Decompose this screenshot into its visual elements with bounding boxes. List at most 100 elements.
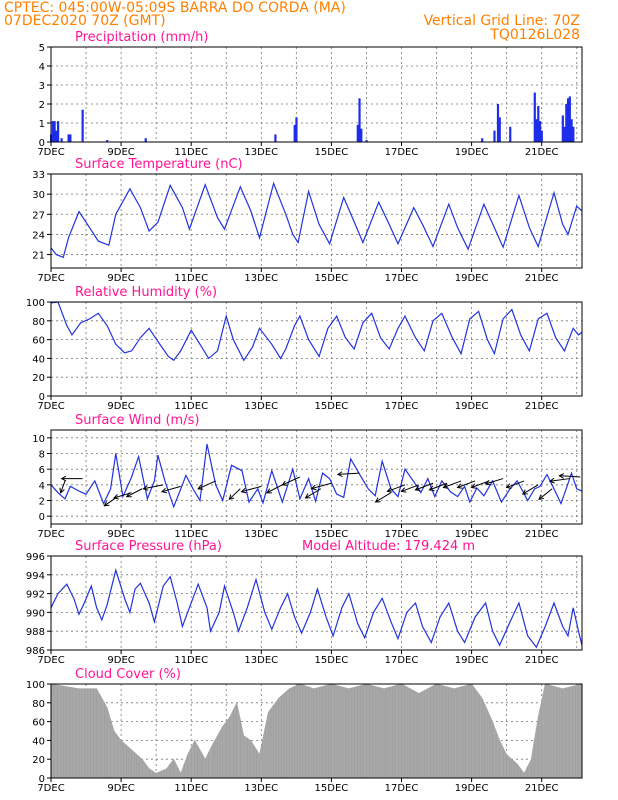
wind-xtick-label: 19DEC (455, 529, 489, 540)
wind-arrow (241, 485, 262, 493)
rh-frame (50, 301, 583, 397)
wind-arrow-head (60, 475, 67, 482)
rh-ytick-label: 80 (32, 317, 45, 328)
temp-ytick-label: 33 (32, 170, 45, 181)
cloud-xtick-label: 13DEC (244, 783, 278, 794)
wind-ytick-label: 4 (39, 481, 45, 492)
wind-arrow (375, 492, 392, 503)
precip-bar (568, 96, 571, 142)
cloud-xtick-label: 21DEC (525, 783, 559, 794)
cloud-ytick-label: 20 (32, 755, 45, 766)
precip-bar (481, 138, 484, 142)
rh-title: Relative Humidity (%) (75, 285, 217, 300)
precip-ytick-label: 5 (39, 43, 45, 54)
temp-panel: 21 24 27 30 33 7DEC 9DEC 11DEC 13DEC 15DEC 17DEC 19… (32, 157, 583, 284)
cloud-title: Cloud Cover (%) (75, 667, 181, 682)
precip-bar (69, 134, 72, 142)
precip-bar (509, 126, 512, 142)
precip-bar (533, 92, 536, 142)
wind-arrow (415, 482, 434, 491)
precip-ytick-label: 2 (39, 100, 45, 111)
wind-arrow-head (59, 487, 65, 494)
wind-arrow-head (304, 493, 311, 499)
pressure-ytick-label: 990 (26, 608, 45, 619)
wind-arrow-head (386, 487, 393, 493)
cloud-ytick-label: 80 (32, 699, 45, 710)
wind-arrow (387, 484, 406, 492)
wind-arrow-head (113, 494, 120, 500)
pressure-title: Surface Pressure (hPa) (75, 539, 222, 554)
temp-ytick-label: 30 (32, 190, 45, 201)
rh-xtick-label: 15DEC (315, 401, 349, 412)
rh-xtick-label: 7DEC (37, 401, 64, 412)
wind-arrow-head (456, 483, 463, 489)
cloud-panel: 0 20 40 60 80 100 7DEC 9DEC 11DEC 13DEC 15DEC 17DEC… (26, 667, 583, 794)
precip-bar (293, 124, 296, 142)
cloud-xtick-label: 11DEC (174, 783, 208, 794)
pressure-ytick-label: 986 (26, 646, 45, 657)
precip-bar (496, 104, 500, 142)
wind-arrow (522, 484, 539, 495)
precip-bar (493, 130, 496, 142)
wind-xtick-label: 7DEC (37, 529, 64, 540)
temp-frame (50, 173, 583, 269)
wind-arrow-head (142, 485, 149, 491)
cloud-ytick-label: 40 (32, 736, 45, 747)
wind-arrow-head (521, 489, 528, 495)
wind-xtick-label: 21DEC (525, 529, 559, 540)
precip-bar (538, 121, 542, 142)
wind-arrow (126, 488, 143, 498)
precip-bar (570, 119, 573, 142)
precip-panel: 0 1 2 3 4 5 7DEC 9DEC 11DEC 13DEC 15DEC 17DEC 19DEC 2… (37, 30, 583, 158)
wind-ytick-label: 10 (32, 434, 45, 445)
wind-ytick-label: 0 (39, 512, 45, 523)
precip-xtick-label: 7DEC (37, 147, 64, 158)
rh-ytick-label: 20 (32, 373, 45, 384)
wind-arrow (471, 480, 490, 488)
precip-bar (572, 126, 575, 142)
wind-arrow (549, 478, 570, 482)
precip-xtick-label: 21DEC (525, 147, 559, 158)
wind-panel: 0 2 4 6 8 10 7DEC 9DEC 11DEC 13DEC 15DEC 17DEC 19DEC… (32, 413, 583, 540)
cloud-xtick-label: 17DEC (385, 783, 419, 794)
wind-arrow-head (240, 487, 247, 494)
wind-arrow-head (125, 492, 132, 498)
wind-arrow (197, 480, 216, 490)
temp-xtick-label: 19DEC (455, 273, 489, 284)
wind-arrow-head (228, 494, 235, 501)
wind-arrow-head (538, 494, 545, 500)
cloud-ytick-label: 100 (26, 680, 45, 691)
wind-arrow-head (336, 471, 343, 477)
wind-arrow (457, 480, 476, 488)
rh-xtick-label: 19DEC (455, 401, 489, 412)
wind-ytick-label: 8 (39, 450, 45, 461)
wind-arrow-head (442, 483, 449, 489)
wind-xtick-label: 15DEC (315, 529, 349, 540)
wind-arrow (305, 488, 322, 499)
header-grid-line: Vertical Grid Line: 70Z (424, 13, 580, 29)
temp-xtick-label: 15DEC (315, 273, 349, 284)
wind-arrow-head (265, 488, 272, 494)
cloud-ytick-label: 60 (32, 718, 45, 729)
wind-arrow (337, 472, 360, 475)
precip-bar (563, 126, 566, 142)
precip-bar (540, 130, 543, 142)
rh-ytick-label: 40 (32, 354, 45, 365)
temp-xtick-label: 11DEC (174, 273, 208, 284)
rh-line (50, 301, 583, 362)
precip-xtick-label: 9DEC (107, 147, 134, 158)
wind-arrow-head (484, 479, 491, 486)
wind-arrow-head (428, 485, 435, 492)
wind-arrow (429, 482, 448, 491)
rh-xtick-label: 9DEC (107, 401, 134, 412)
precip-bar (360, 128, 363, 142)
precip-bar (53, 121, 56, 142)
precip-ytick-label: 0 (39, 138, 45, 149)
pressure-xtick-label: 19DEC (455, 655, 489, 666)
cloud-cover-area (50, 683, 583, 779)
wind-xtick-label: 11DEC (174, 529, 208, 540)
wind-arrow-head (470, 483, 477, 489)
wind-arrow-head (197, 484, 204, 490)
precip-bar (51, 121, 54, 142)
